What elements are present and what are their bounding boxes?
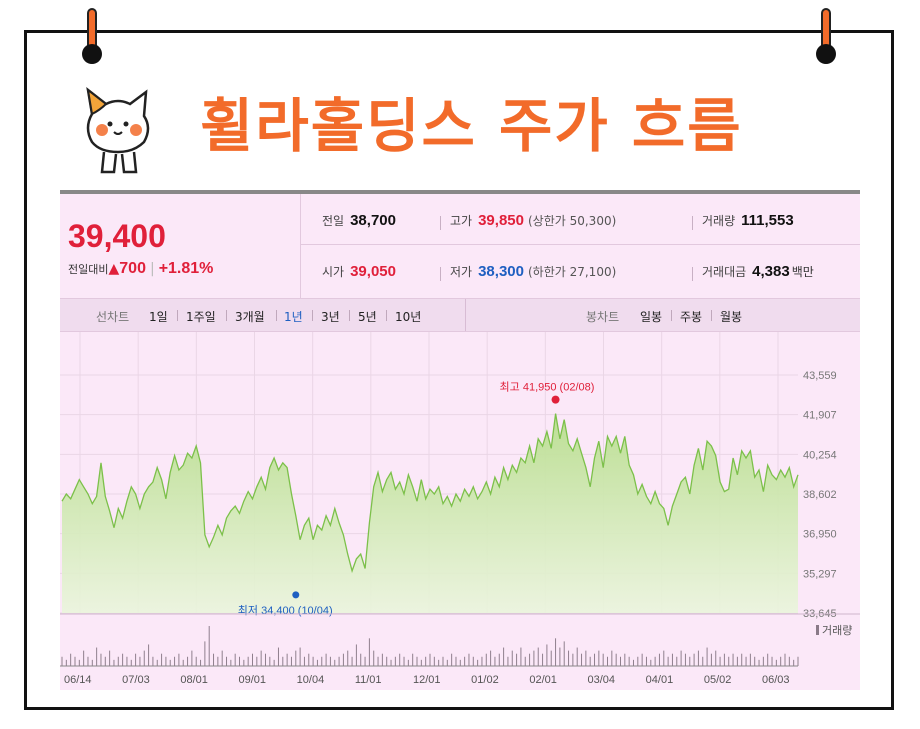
x-tick-label: 03/04 [588,674,616,686]
tab-separator [276,310,277,321]
tab-separator [177,310,178,321]
stat-value: 38,700 [350,212,396,229]
period-tab-bar: 선차트 1일 1주일 3개월 1년 3년 5년 10년 봉차트 일봉 주봉 월봉 [60,298,860,332]
change-percent: +1.81% [158,260,214,277]
change-separator: | [149,261,155,277]
tab-separator [386,310,387,321]
tab-10y[interactable]: 10년 [395,310,422,324]
x-tick-label: 11/01 [355,674,382,686]
y-tick-label: 43,559 [803,370,837,382]
stat-value: 39,850 [478,212,524,229]
binder-ring-hole [82,44,102,64]
stock-panel: 39,400 전일대비▲700 | +1.81% 전일 38,700 고가 39,850… [60,190,860,690]
tab-group-divider [465,299,466,331]
y-tick-label: 38,602 [803,489,837,501]
x-tick-label: 06/03 [762,674,790,686]
stat-value: 38,300 [478,263,524,280]
x-tick-label: 10/04 [297,674,325,686]
stat-divider [440,267,441,281]
stats-row-2: 시가 39,050 저가 38,300 (하한가 27,100) 거래대금 4,383 백… [300,245,860,295]
y-tick-label: 35,297 [803,568,837,580]
stat-open: 시가 39,050 [322,263,396,280]
tab-1w[interactable]: 1주일 [186,310,216,324]
y-tick-label: 41,907 [803,410,837,422]
tab-1d[interactable]: 1일 [149,310,168,324]
change-label: 전일대비 [68,263,109,276]
change-value: 700 [119,260,146,277]
stat-note: (하한가 27,100) [527,265,617,279]
stat-divider [692,267,693,281]
price-chart: 43,55941,90740,25438,60236,95035,29733,6… [60,332,860,686]
binder-ring-icon [816,8,836,64]
x-tick-label: 02/01 [529,674,557,686]
volume-legend: 거래량 [822,624,852,637]
stat-value: 111,553 [741,212,794,229]
stat-note: (상한가 50,300) [527,214,617,228]
tab-separator [671,310,672,321]
up-arrow-icon: ▲ [108,261,120,277]
price-line [61,413,799,574]
tab-separator [711,310,712,321]
current-price: 39,400 [68,218,166,254]
blue-dot-icon [292,591,300,599]
stat-divider [440,216,441,230]
stat-label: 고가 [450,214,473,228]
stat-low: 저가 38,300 (하한가 27,100) [450,263,616,280]
volume-bar-icon [816,625,819,635]
panel-top-rule [60,190,860,194]
tab-separator [349,310,350,321]
x-tick-label: 07/03 [122,674,150,686]
x-tick-label: 05/02 [704,674,732,686]
x-tick-label: 08/01 [180,674,208,686]
x-tick-label: 09/01 [239,674,267,686]
x-tick-label: 04/01 [646,674,674,686]
candle-chart-label: 봉차트 [586,310,620,324]
change-row: 전일대비▲700 | +1.81% [68,260,213,278]
tab-monthly[interactable]: 월봉 [720,310,743,324]
stat-volume: 거래량 111,553 [702,212,794,229]
price-area [62,413,798,613]
page-title: 휠라홀딩스 주가 흐름 [200,92,743,160]
x-tick-label: 01/02 [471,674,499,686]
stat-value: 4,383 [752,263,790,280]
y-tick-label: 36,950 [803,529,837,541]
line-chart-label: 선차트 [96,310,130,324]
stat-label: 저가 [450,265,473,279]
stat-turnover: 거래대금 4,383 백만 [702,263,814,280]
low-annotation: 최저 34,400 (10/04) [238,604,333,617]
stats-row-1: 전일 38,700 고가 39,850 (상한가 50,300) 거래량 111,553 [300,194,860,245]
stat-label: 시가 [322,265,345,279]
x-tick-label: 12/01 [413,674,441,686]
stat-value: 39,050 [350,263,396,280]
stat-label: 거래대금 [702,265,747,279]
stat-unit: 백만 [791,265,814,279]
binder-ring-icon [82,8,102,64]
stat-label: 전일 [322,214,345,228]
red-dot-icon [551,395,560,404]
x-tick-label: 06/14 [64,674,92,686]
stat-divider [692,216,693,230]
binder-ring-hole [816,44,836,64]
tab-5y[interactable]: 5년 [358,310,377,324]
price-summary: 39,400 전일대비▲700 | +1.81% [60,194,301,298]
tab-separator [226,310,227,321]
tab-daily[interactable]: 일봉 [640,310,663,324]
y-tick-label: 40,254 [803,449,837,461]
stat-label: 거래량 [702,214,736,228]
stat-high: 고가 39,850 (상한가 50,300) [450,212,616,229]
tab-3m[interactable]: 3개월 [235,310,265,324]
tab-3y[interactable]: 3년 [321,310,340,324]
cat-mascot-icon [86,87,150,174]
high-annotation: 최고 41,950 (02/08) [500,381,595,394]
tab-weekly[interactable]: 주봉 [680,310,703,324]
stat-prev-close: 전일 38,700 [322,212,396,229]
tab-1y[interactable]: 1년 [284,310,303,324]
tab-separator [312,310,313,321]
